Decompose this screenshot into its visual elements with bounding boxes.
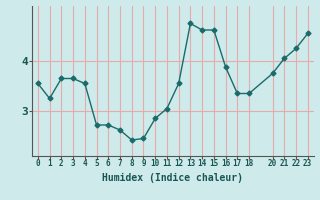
X-axis label: Humidex (Indice chaleur): Humidex (Indice chaleur) [102,173,243,183]
